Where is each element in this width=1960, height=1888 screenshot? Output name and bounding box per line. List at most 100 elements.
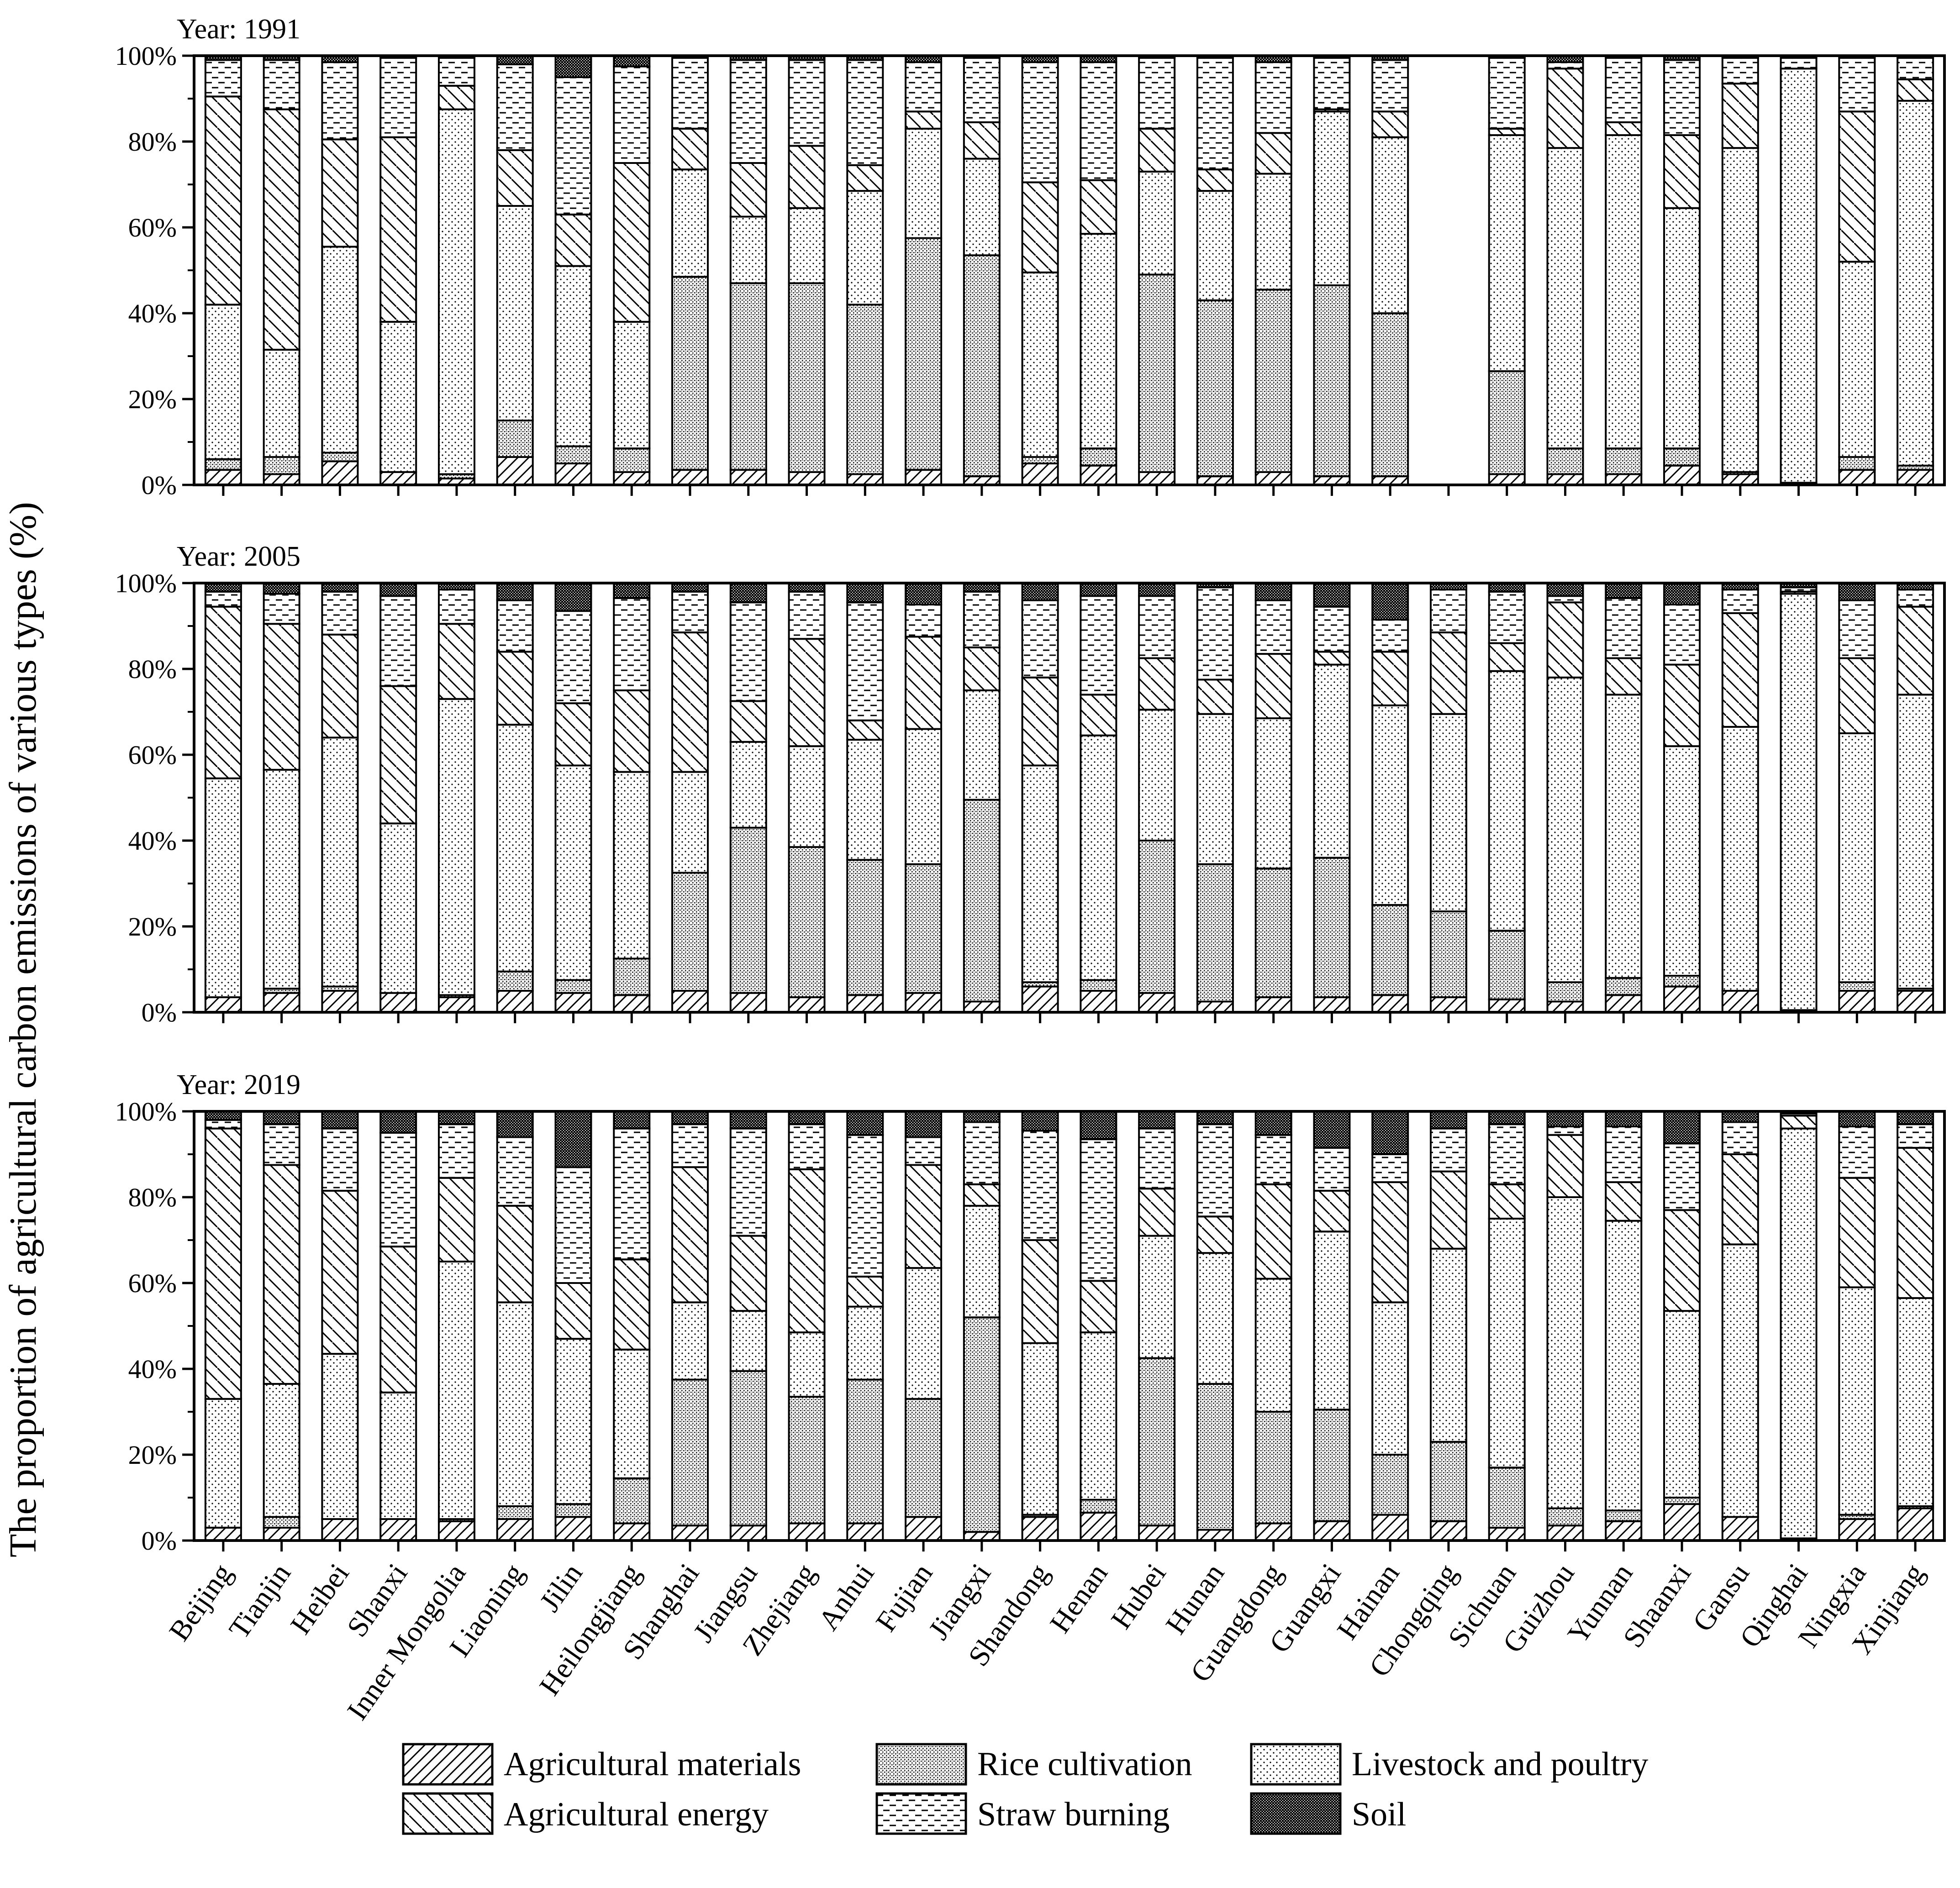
bar-segment-hubei-livestock-and-poultry (1138, 709, 1176, 842)
bar-segment-shandong-straw-burning (1021, 1130, 1059, 1241)
y-tick-label: 20% (128, 384, 177, 414)
bar-segment-fujian-livestock-and-poultry (905, 127, 943, 239)
bar-segment-hubei-agricultural-materials (1138, 1525, 1176, 1542)
bar-segment-heilongjiang-agricultural-materials (613, 1522, 651, 1541)
bar-segment-inner-mongolia-straw-burning (437, 57, 475, 87)
bar-segment-zhejiang-agricultural-materials (788, 996, 826, 1014)
bar-segment-ningxia-straw-burning (1838, 57, 1876, 113)
bar-segment-gansu-straw-burning (1721, 589, 1759, 614)
bar-segment-ningxia-livestock-and-poultry (1838, 1286, 1876, 1516)
bar-segment-hunan-soil (1196, 1110, 1234, 1125)
bar-segment-anhui-agricultural-materials (846, 473, 884, 486)
bar-segment-gansu-soil (1721, 1110, 1759, 1123)
bar-segment-hunan-rice-cultivation (1196, 299, 1234, 478)
bar-segment-hainan-livestock-and-poultry (1371, 1301, 1409, 1456)
y-tick-label: 80% (128, 654, 177, 684)
bar-segment-shanxi-straw-burning (379, 595, 417, 687)
bar-segment-yunnan-straw-burning (1605, 1125, 1643, 1183)
bar-segment-jiangxi-livestock-and-poultry (963, 689, 1001, 801)
bar-segment-jiangsu-straw-burning (729, 601, 767, 702)
bar-segment-jiangsu-livestock-and-poultry (729, 1310, 767, 1372)
bar-segment-shanghai-agricultural-materials (671, 990, 709, 1013)
bar-segment-henan-soil (1080, 1110, 1117, 1141)
bar-segment-beijing-agricultural-materials (204, 469, 242, 486)
bar-segment-hunan-agricultural-energy (1196, 678, 1234, 715)
bar-segment-gansu-livestock-and-poultry (1721, 726, 1759, 992)
bar-segment-heibei-agricultural-energy (321, 1189, 359, 1355)
bar-segment-qinghai-livestock-and-poultry (1780, 68, 1818, 484)
bar-segment-sichuan-straw-burning (1488, 590, 1526, 644)
bar-segment-shandong-rice-cultivation (1021, 456, 1059, 465)
y-tick-label: 80% (128, 1183, 177, 1212)
bar-segment-jilin-rice-cultivation (554, 979, 592, 994)
bar-segment-fujian-agricultural-materials (905, 992, 943, 1013)
bar-segment-tianjin-straw-burning (263, 593, 300, 625)
bar-segment-guangxi-livestock-and-poultry (1313, 663, 1351, 859)
bar-segment-shanghai-livestock-and-poultry (671, 168, 709, 278)
bar-segment-tianjin-livestock-and-poultry (263, 1383, 300, 1518)
bar-segment-fujian-straw-burning (905, 604, 943, 638)
bar-segment-guangxi-livestock-and-poultry (1313, 1231, 1351, 1411)
bar-segment-fujian-rice-cultivation (905, 237, 943, 471)
bar-segment-jiangxi-straw-burning (963, 1121, 1001, 1185)
bar-segment-hunan-straw-burning (1196, 586, 1234, 681)
bar-segment-heibei-straw-burning (321, 590, 359, 636)
bar-segment-gansu-livestock-and-poultry (1721, 147, 1759, 473)
bar-segment-guizhou-rice-cultivation (1546, 447, 1584, 475)
bar-segment-henan-livestock-and-poultry (1080, 1331, 1117, 1501)
bar-segment-xinjiang-agricultural-materials (1897, 469, 1934, 486)
bar-segment-anhui-agricultural-materials (846, 1522, 884, 1541)
bar-segment-jilin-soil (554, 55, 592, 78)
bar-segment-guizhou-agricultural-materials (1546, 473, 1584, 486)
bar-segment-inner-mongolia-livestock-and-poultry (437, 108, 475, 475)
bar-segment-liaoning-livestock-and-poultry (496, 205, 534, 421)
panel-title: Year: 1991 (177, 14, 300, 45)
bar-segment-jiangxi-agricultural-energy (963, 1183, 1001, 1207)
y-tick-label: 40% (128, 1354, 177, 1384)
bar-segment-ningxia-agricultural-energy (1838, 657, 1876, 734)
bar-segment-hunan-agricultural-materials (1196, 1000, 1234, 1013)
legend-swatch-straw-burning (875, 1792, 967, 1835)
panel-1: Year: 1991 0% 20% 40% 60% 80% 100% (115, 14, 1946, 500)
x-tick-label-jilin: Jilin (533, 1557, 589, 1617)
bar-segment-hunan-straw-burning (1196, 57, 1234, 171)
bar-segment-anhui-livestock-and-poultry (846, 190, 884, 306)
bar-segment-jilin-straw-burning (554, 610, 592, 705)
bar-segment-gansu-straw-burning (1721, 1121, 1759, 1155)
bar-segment-jiangsu-agricultural-energy (729, 700, 767, 743)
bar-segment-yunnan-agricultural-energy (1605, 1181, 1643, 1222)
bar-segment-qinghai-livestock-and-poultry (1780, 593, 1818, 1011)
bar-segment-jiangxi-rice-cultivation (963, 799, 1001, 1003)
bar-segment-liaoning-rice-cultivation (496, 1505, 534, 1520)
bar-segment-shanghai-livestock-and-poultry (671, 771, 709, 874)
y-tick-label: 100% (115, 41, 177, 71)
bar-segment-hubei-livestock-and-poultry (1138, 170, 1176, 276)
bar-segment-liaoning-straw-burning (496, 599, 534, 653)
bar-segment-guizhou-livestock-and-poultry (1546, 676, 1584, 983)
bar-segment-yunnan-agricultural-energy (1605, 657, 1643, 696)
bar-segment-jiangsu-livestock-and-poultry (729, 741, 767, 829)
bar-segment-guangxi-rice-cultivation (1313, 284, 1351, 478)
bar-segment-tianjin-rice-cultivation (263, 456, 300, 475)
bar-segment-shanxi-soil (379, 1110, 417, 1134)
bar-segment-shandong-soil (1021, 1110, 1059, 1132)
bar-segment-shaanxi-straw-burning (1663, 1142, 1701, 1211)
bar-segment-yunnan-agricultural-materials (1605, 994, 1643, 1013)
bar-segment-hainan-agricultural-energy (1371, 651, 1409, 706)
bar-segment-yunnan-livestock-and-poultry (1605, 694, 1643, 979)
bar-segment-tianjin-rice-cultivation (263, 1516, 300, 1529)
x-tick-label-anhui: Anhui (812, 1557, 880, 1636)
bar-segment-henan-straw-burning (1080, 61, 1117, 181)
legend-swatch-soil (1250, 1792, 1342, 1835)
legend-label-rice-cultivation: Rice cultivation (977, 1746, 1192, 1783)
bar-segment-anhui-agricultural-energy (846, 719, 884, 741)
bar-segment-heibei-rice-cultivation (321, 452, 359, 463)
bar-segment-anhui-agricultural-energy (846, 1275, 884, 1308)
bar-segment-zhejiang-livestock-and-poultry (788, 745, 826, 848)
bar-segment-hubei-straw-burning (1138, 1127, 1176, 1190)
bar-segment-guizhou-rice-cultivation (1546, 981, 1584, 1003)
bar-segment-yunnan-soil (1605, 582, 1643, 599)
bar-segment-jiangsu-agricultural-materials (729, 469, 767, 486)
bar-segment-shandong-straw-burning (1021, 599, 1059, 678)
bar-segment-guangdong-straw-burning (1254, 599, 1292, 655)
